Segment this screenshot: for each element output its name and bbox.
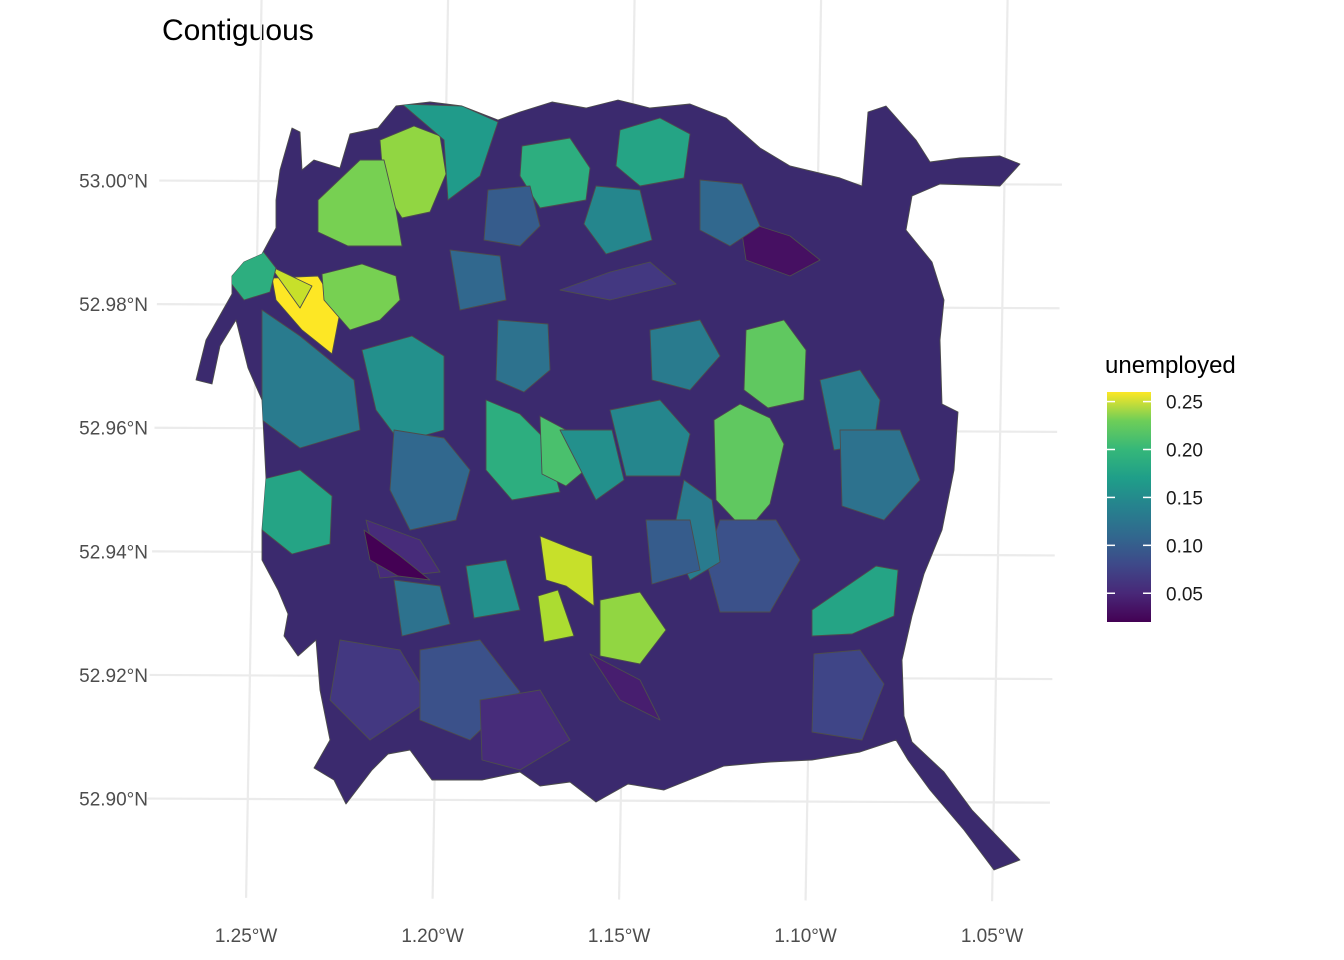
region-polygon	[361, 335, 445, 443]
region-polygon	[615, 117, 691, 187]
region-polygon	[317, 159, 403, 247]
region-polygon	[743, 319, 807, 409]
region-polygon	[539, 415, 591, 487]
region-polygon	[839, 429, 921, 521]
legend-tick-label: 0.05	[1166, 584, 1203, 605]
region-polygon	[599, 591, 667, 665]
x-tick-label: 1.05°W	[961, 926, 1024, 947]
x-tick-label: 1.10°W	[774, 926, 837, 947]
region-polygon	[811, 649, 885, 741]
region-polygon	[401, 103, 499, 201]
region-polygon	[485, 399, 561, 501]
y-axis-ticks: 53.00°N 52.98°N 52.96°N 52.94°N 52.92°N 52.90…	[79, 172, 148, 811]
grid-line-vertical	[244, 0, 263, 898]
chart-title: Contiguous	[162, 14, 314, 47]
x-tick-label: 1.15°W	[588, 926, 651, 947]
region-layer	[229, 103, 921, 771]
region-polygon	[259, 469, 333, 555]
legend-tick-label: 0.10	[1166, 536, 1203, 557]
region-polygon	[363, 529, 431, 581]
legend-tick-label: 0.15	[1166, 488, 1203, 509]
region-polygon	[537, 589, 575, 643]
region-polygon	[583, 185, 653, 255]
region-polygon	[479, 689, 571, 771]
region-polygon	[589, 653, 661, 721]
region-polygon	[645, 519, 701, 585]
map-layer	[195, 99, 1021, 871]
region-polygon	[389, 429, 471, 531]
y-tick-label: 52.90°N	[79, 790, 148, 811]
x-tick-label: 1.25°W	[215, 926, 278, 947]
y-tick-label: 52.92°N	[79, 666, 148, 687]
legend-title: unemployed	[1105, 352, 1236, 379]
y-tick-label: 53.00°N	[79, 172, 148, 193]
legend-colorbar	[1107, 392, 1151, 622]
region-polygon	[739, 219, 821, 277]
region-polygon	[539, 535, 595, 607]
region-polygon	[465, 559, 521, 619]
region-polygon	[269, 265, 313, 309]
legend-ticks: 0.25 0.20 0.15 0.10 0.05	[1107, 393, 1203, 605]
x-axis-ticks: 1.25°W 1.20°W 1.15°W 1.10°W 1.05°W	[215, 926, 1024, 947]
region-polygon	[449, 249, 507, 311]
region-polygon	[699, 179, 761, 247]
region-polygon	[519, 137, 591, 209]
legend-tick-label: 0.20	[1166, 441, 1203, 462]
region-polygon	[713, 403, 785, 533]
legend-tick-label: 0.25	[1166, 393, 1203, 414]
y-tick-label: 52.98°N	[79, 295, 148, 316]
region-polygon	[393, 579, 451, 637]
region-polygon	[495, 319, 551, 393]
region-polygon	[321, 263, 401, 331]
grid-line-vertical	[990, 0, 1009, 902]
region-polygon	[271, 275, 341, 355]
x-tick-label: 1.20°W	[401, 926, 464, 947]
region-polygon	[559, 261, 677, 301]
y-tick-label: 52.96°N	[79, 419, 148, 440]
y-tick-label: 52.94°N	[79, 542, 148, 563]
region-polygon	[649, 319, 721, 391]
region-polygon	[483, 185, 541, 247]
region-polygon	[609, 399, 691, 477]
region-polygon	[329, 639, 431, 741]
legend: unemployed 0.25 0.20 0.15 0.10 0.05	[1105, 352, 1236, 622]
region-polygon	[559, 429, 625, 501]
region-polygon	[811, 565, 899, 637]
